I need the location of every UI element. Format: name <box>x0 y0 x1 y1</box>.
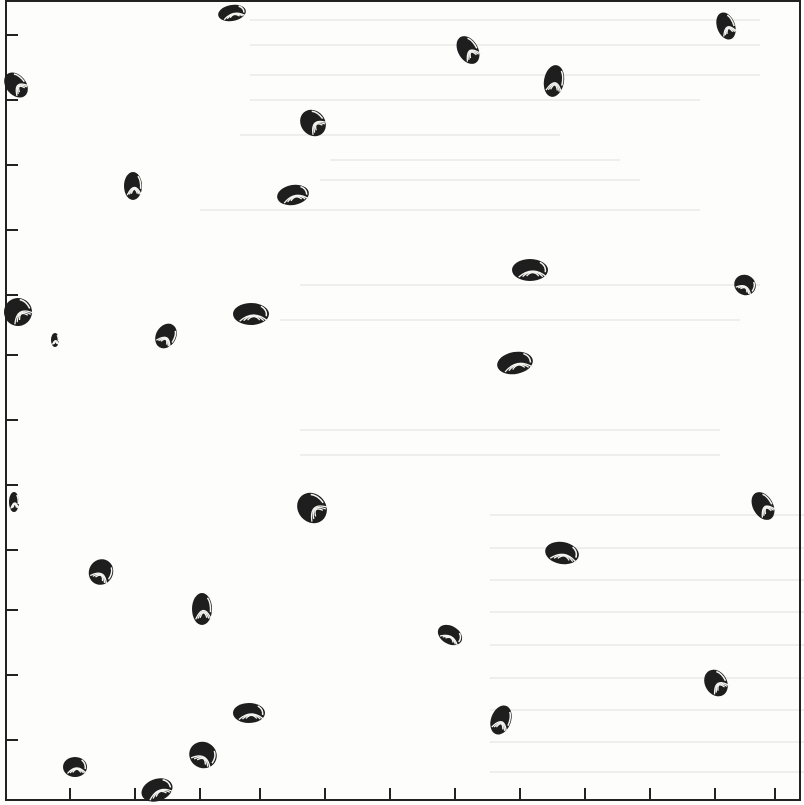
shell-body <box>192 593 212 625</box>
shell <box>63 757 87 777</box>
shell <box>512 259 548 281</box>
shell-body <box>63 757 87 777</box>
shell-body <box>233 303 269 325</box>
shell <box>192 593 212 625</box>
shell <box>124 172 142 200</box>
shell <box>9 492 19 512</box>
background <box>0 0 804 805</box>
shell <box>51 333 59 347</box>
shell-body <box>124 172 142 200</box>
shell-body <box>512 259 548 281</box>
shell-body <box>233 703 265 723</box>
shell <box>233 303 269 325</box>
shell <box>233 703 265 723</box>
figure <box>0 0 804 805</box>
